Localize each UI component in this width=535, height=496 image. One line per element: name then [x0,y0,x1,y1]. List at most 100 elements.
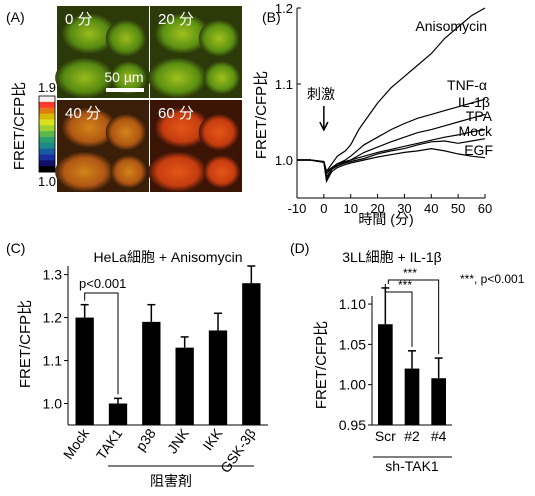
panel-c-label: (C) [6,240,25,256]
colorbar-max-label: 1.9 [38,80,56,95]
panel-d-bar [378,324,393,425]
panel-d-legend-note: ***, p<0.001 [460,272,525,286]
colorbar-segment [39,166,55,173]
panel-c-bar [142,321,161,425]
panel-c-y-tick-label: 1.3 [43,267,63,283]
stimulus-arrow [319,106,329,132]
tile-time-label: 60 分 [158,105,194,122]
panel-d-significance-inner: *** [398,278,412,292]
panel-b-y-tick-label: 1.0 [275,153,293,168]
panel-d-bar [431,378,446,425]
colorbar-frame [38,95,56,173]
panel-b-x-tick-label: 60 [478,201,492,216]
panel-d-category-label: Scr [375,428,396,444]
cell-shape [154,13,210,54]
panel-c-y-tick-label: 1.1 [43,353,63,369]
panel-b-x-tick-label: 10 [343,201,357,216]
panel-c-category-label: GSK-3β [217,426,259,476]
cell-shape [198,113,240,151]
panel-a: (A) FRET/CFP比 1.9 1.0 0 分 20 分 40 分 60 分 50… [6,6,242,192]
panel-b-series-label: TPA [466,108,493,124]
cell-shape [61,107,117,148]
panel-d-axes: 0.95 1.00 1.05 1.10 [339,296,452,433]
panel-c-axes: 1.0 1.1 1.2 1.3 [43,266,268,426]
panel-b-series-label: Mock [459,123,493,139]
panel-c-category-label: p38 [132,425,159,453]
panel-c-bar [208,330,228,425]
panel-b-x-tick-label: 20 [370,201,384,216]
colorbar-segment [39,131,55,138]
panel-d-bracket-inner [384,283,413,347]
panel-b-axes: -10 0 10 20 30 40 50 60 1.0 1.1 1.2 [275,1,492,216]
colorbar-min-label: 1.0 [38,174,56,189]
colorbar-segment [39,160,55,167]
colorbar-segment [39,136,55,144]
panel-c-pvalue: p<0.001 [79,276,126,291]
panel-b-x-tick-label: 0 [320,201,327,216]
scale-bar [106,88,144,92]
panel-d-bar [404,368,420,425]
panel-c-bar [108,403,128,425]
panel-b-x-tick-label: 30 [397,201,411,216]
panel-b-ylabel: FRET/CFP比 [253,71,270,159]
cell-shape [148,151,208,192]
panel-b-xlabel: 時間 (分) [358,211,413,227]
panel-c-y-tick-label: 1.0 [43,396,63,412]
panel-b-series-label: Anisomycin [415,18,487,34]
panel-b-x-tick-label: 40 [424,201,438,216]
tile-time-label: 40 分 [65,105,101,122]
colorbar-segment [39,101,55,109]
cell-shape [203,155,241,189]
panel-d-label: (D) [290,240,309,256]
scale-bar-label: 50 µm [104,69,143,85]
panel-c-category-label: TAK1 [93,425,126,462]
panel-a-label: (A) [6,9,25,25]
panel-d-significance-outer: *** [403,266,417,280]
panel-c-bar [175,347,194,425]
panel-b-label: (B) [262,9,281,25]
panel-c-group-label: 阻害剤 [150,473,192,489]
panel-b-series-label: TNF-α [447,77,487,93]
cell-shape [55,151,115,192]
panel-d-title: 3LL細胞 + IL-1β [342,249,442,265]
cell-shape [61,13,117,54]
cell-shape [105,19,147,57]
panel-c-y-tick-label: 1.2 [43,310,63,326]
colorbar-segment [39,96,55,103]
panel-b-series-line [297,147,486,184]
cell-shape [154,107,210,148]
cell-shape [203,61,241,95]
tile-time-label: 0 分 [65,11,93,28]
tile-time-label: 20 分 [158,11,194,28]
panel-d-category-label: #4 [431,428,447,444]
panel-b-series [297,7,486,184]
panel-b-series-label: IL-1β [458,94,490,110]
panel-a-ylabel: FRET/CFP比 [11,82,28,170]
panel-d-group-label: sh-TAK1 [385,458,439,474]
panel-d-y-tick-label: 1.00 [339,377,366,393]
panel-c-bracket [84,292,119,395]
colorbar-segment [39,113,55,120]
panel-c-bar [242,283,261,425]
panel-b-x-tick-label: 50 [451,201,465,216]
panel-d-bracket-outer [387,279,440,355]
cell-shape [148,57,208,98]
colorbar-segment [39,107,55,115]
cell-shape [110,61,148,95]
panel-c-ylabel: FRET/CFP比 [17,300,34,388]
panel-d-category-label: #2 [404,428,420,444]
panel-d: (D) 3LL細胞 + IL-1β FRET/CFP比 0.95 1.00 1.05… [290,240,525,474]
panel-d-bars: Scr #2 #4 [375,287,447,444]
colorbar-segment [39,119,55,126]
panel-d-ylabel: FRET/CFP比 [313,321,330,409]
panel-c-category-label: Mock [60,425,93,462]
colorbar-segment [39,142,55,150]
cell-shape [55,57,115,98]
panel-c-title: HeLa細胞 + Anisomycin [93,249,242,265]
cell-shape [198,19,240,57]
panel-c-bar [75,317,94,425]
panel-b-x-tick-label: -10 [288,201,307,216]
